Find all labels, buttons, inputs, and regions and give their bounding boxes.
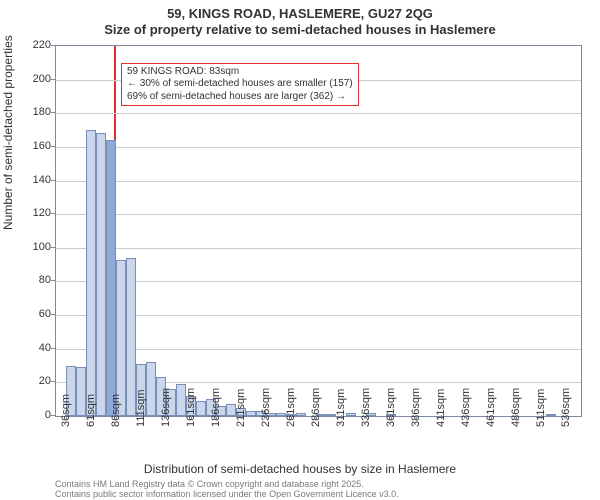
- gridline: [56, 248, 581, 249]
- y-tick-mark: [51, 112, 55, 113]
- x-tick-mark: [91, 415, 92, 419]
- x-tick-mark: [241, 415, 242, 419]
- y-tick-mark: [51, 381, 55, 382]
- y-tick-label: 100: [11, 241, 51, 253]
- x-tick-mark: [516, 415, 517, 419]
- y-tick-mark: [51, 348, 55, 349]
- annotation-box: 59 KINGS ROAD: 83sqm ← 30% of semi-detac…: [121, 63, 359, 107]
- x-tick-mark: [266, 415, 267, 419]
- histogram-bar: [146, 362, 156, 416]
- y-axis-label: Number of semi-detached properties: [1, 35, 15, 230]
- x-tick-mark: [416, 415, 417, 419]
- y-tick-mark: [51, 45, 55, 46]
- histogram-bar-highlight: [106, 140, 116, 416]
- histogram-bar: [246, 411, 256, 416]
- gridline: [56, 147, 581, 148]
- y-tick-mark: [51, 146, 55, 147]
- x-tick-mark: [291, 415, 292, 419]
- annotation-line1: 59 KINGS ROAD: 83sqm: [127, 66, 353, 79]
- x-tick-mark: [341, 415, 342, 419]
- y-tick-mark: [51, 314, 55, 315]
- histogram-bar: [116, 260, 126, 416]
- x-tick-mark: [216, 415, 217, 419]
- x-tick-mark: [391, 415, 392, 419]
- x-axis-label: Distribution of semi-detached houses by …: [0, 462, 600, 476]
- x-tick-mark: [116, 415, 117, 419]
- footer-line2: Contains public sector information licen…: [55, 490, 399, 500]
- y-tick-label: 220: [11, 39, 51, 51]
- histogram-bar: [546, 414, 556, 416]
- y-tick-label: 40: [11, 342, 51, 354]
- x-tick-mark: [141, 415, 142, 419]
- gridline: [56, 181, 581, 182]
- y-tick-label: 20: [11, 375, 51, 387]
- y-tick-mark: [51, 79, 55, 80]
- y-tick-mark: [51, 213, 55, 214]
- x-tick-mark: [466, 415, 467, 419]
- y-tick-label: 0: [11, 409, 51, 421]
- y-tick-label: 140: [11, 174, 51, 186]
- chart-title-line1: 59, KINGS ROAD, HASLEMERE, GU27 2QG: [0, 6, 600, 21]
- histogram-bar: [296, 413, 306, 416]
- chart-title-line2: Size of property relative to semi-detach…: [0, 22, 600, 37]
- histogram-bar: [196, 401, 206, 416]
- y-tick-mark: [51, 247, 55, 248]
- y-tick-label: 120: [11, 207, 51, 219]
- x-tick-mark: [566, 415, 567, 419]
- x-tick-mark: [316, 415, 317, 419]
- annotation-line2: ← 30% of semi-detached houses are smalle…: [127, 78, 353, 91]
- x-tick-mark: [441, 415, 442, 419]
- x-tick-mark: [541, 415, 542, 419]
- y-tick-mark: [51, 415, 55, 416]
- histogram-bar: [86, 130, 96, 416]
- x-tick-mark: [191, 415, 192, 419]
- y-tick-label: 80: [11, 274, 51, 286]
- x-tick-mark: [366, 415, 367, 419]
- annotation-line3: 69% of semi-detached houses are larger (…: [127, 91, 353, 104]
- y-tick-mark: [51, 280, 55, 281]
- y-tick-label: 60: [11, 308, 51, 320]
- x-tick-mark: [66, 415, 67, 419]
- y-tick-label: 160: [11, 140, 51, 152]
- y-tick-label: 200: [11, 73, 51, 85]
- chart-container: 59, KINGS ROAD, HASLEMERE, GU27 2QG Size…: [0, 0, 600, 500]
- x-tick-mark: [166, 415, 167, 419]
- x-tick-mark: [491, 415, 492, 419]
- y-tick-mark: [51, 180, 55, 181]
- histogram-bar: [96, 133, 106, 416]
- histogram-bar: [346, 413, 356, 416]
- plot-area: 59 KINGS ROAD: 83sqm ← 30% of semi-detac…: [55, 45, 582, 417]
- gridline: [56, 214, 581, 215]
- gridline: [56, 113, 581, 114]
- y-tick-label: 180: [11, 106, 51, 118]
